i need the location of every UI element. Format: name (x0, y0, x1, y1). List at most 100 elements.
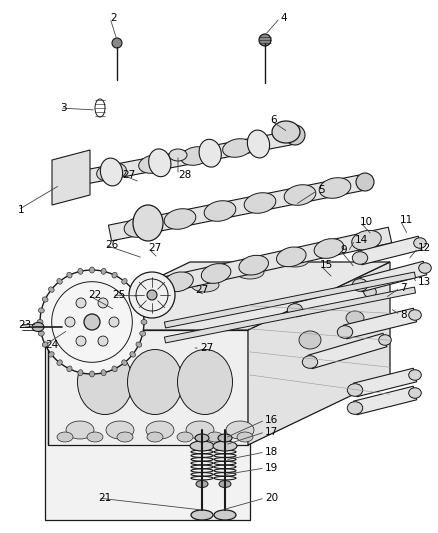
Ellipse shape (219, 481, 231, 488)
Text: 27: 27 (200, 343, 213, 353)
Text: 27: 27 (195, 285, 208, 295)
Ellipse shape (112, 38, 122, 48)
Polygon shape (48, 262, 390, 330)
Ellipse shape (124, 217, 156, 237)
Ellipse shape (196, 481, 208, 488)
Ellipse shape (204, 201, 236, 221)
Ellipse shape (42, 297, 48, 302)
Ellipse shape (98, 336, 108, 346)
Ellipse shape (66, 421, 94, 439)
Ellipse shape (49, 352, 54, 357)
Ellipse shape (285, 125, 305, 145)
Ellipse shape (129, 272, 175, 318)
Ellipse shape (207, 432, 223, 442)
Text: 25: 25 (112, 290, 125, 300)
Ellipse shape (42, 342, 48, 347)
Ellipse shape (89, 267, 95, 273)
Ellipse shape (347, 402, 363, 414)
Ellipse shape (337, 326, 353, 338)
Ellipse shape (237, 432, 253, 442)
Text: 18: 18 (265, 447, 278, 457)
Text: 10: 10 (360, 217, 373, 227)
Ellipse shape (122, 279, 127, 284)
Ellipse shape (214, 510, 236, 520)
Ellipse shape (191, 510, 213, 520)
Ellipse shape (57, 432, 73, 442)
Text: 21: 21 (98, 493, 111, 503)
Text: 16: 16 (265, 415, 278, 425)
Text: 27: 27 (148, 243, 161, 253)
Ellipse shape (164, 209, 196, 229)
Polygon shape (248, 262, 390, 445)
Text: 27: 27 (122, 170, 135, 180)
Ellipse shape (122, 360, 127, 366)
Ellipse shape (146, 291, 174, 305)
Ellipse shape (347, 384, 363, 397)
Ellipse shape (169, 149, 187, 161)
Polygon shape (45, 320, 250, 520)
Ellipse shape (199, 139, 221, 167)
Text: 7: 7 (400, 283, 406, 293)
Ellipse shape (67, 366, 72, 372)
Ellipse shape (409, 387, 421, 398)
Ellipse shape (39, 331, 44, 336)
Ellipse shape (314, 239, 344, 259)
Ellipse shape (352, 279, 367, 292)
Ellipse shape (177, 350, 233, 415)
Ellipse shape (140, 331, 146, 336)
Ellipse shape (130, 287, 135, 292)
Text: 14: 14 (355, 235, 368, 245)
Ellipse shape (379, 335, 391, 345)
Polygon shape (153, 227, 392, 295)
Ellipse shape (136, 342, 142, 347)
Ellipse shape (276, 247, 306, 266)
Ellipse shape (164, 272, 193, 292)
Ellipse shape (78, 350, 133, 415)
Ellipse shape (186, 421, 214, 439)
Ellipse shape (101, 303, 129, 317)
Ellipse shape (239, 255, 268, 275)
Polygon shape (358, 236, 422, 265)
Ellipse shape (223, 139, 252, 157)
Ellipse shape (32, 322, 44, 332)
Polygon shape (343, 308, 417, 339)
Ellipse shape (319, 177, 351, 198)
Ellipse shape (67, 272, 72, 278)
Ellipse shape (37, 319, 43, 325)
Text: 3: 3 (60, 103, 67, 113)
Ellipse shape (141, 319, 147, 325)
Ellipse shape (356, 173, 374, 191)
Text: 12: 12 (418, 243, 431, 253)
Ellipse shape (247, 130, 270, 158)
Text: 23: 23 (18, 320, 31, 330)
Ellipse shape (109, 317, 119, 327)
Polygon shape (48, 330, 248, 445)
Text: 17: 17 (265, 427, 278, 437)
Ellipse shape (299, 331, 321, 349)
Ellipse shape (147, 432, 163, 442)
Ellipse shape (346, 311, 364, 325)
Ellipse shape (147, 290, 157, 300)
Text: 11: 11 (400, 215, 413, 225)
Polygon shape (293, 285, 371, 317)
Text: 26: 26 (105, 240, 118, 250)
Text: 4: 4 (280, 13, 286, 23)
Ellipse shape (84, 314, 100, 330)
Ellipse shape (281, 253, 309, 267)
Ellipse shape (302, 356, 318, 368)
Text: 22: 22 (88, 290, 101, 300)
Ellipse shape (284, 185, 316, 205)
Text: 1: 1 (18, 205, 25, 215)
Ellipse shape (364, 287, 376, 297)
Text: 19: 19 (265, 463, 278, 473)
Polygon shape (164, 272, 416, 328)
Ellipse shape (213, 441, 237, 451)
Polygon shape (109, 175, 361, 241)
Text: 2: 2 (110, 13, 117, 23)
Ellipse shape (49, 287, 54, 292)
Ellipse shape (191, 278, 219, 292)
Ellipse shape (101, 268, 106, 274)
Ellipse shape (190, 441, 214, 451)
Ellipse shape (98, 298, 108, 308)
Ellipse shape (177, 432, 193, 442)
